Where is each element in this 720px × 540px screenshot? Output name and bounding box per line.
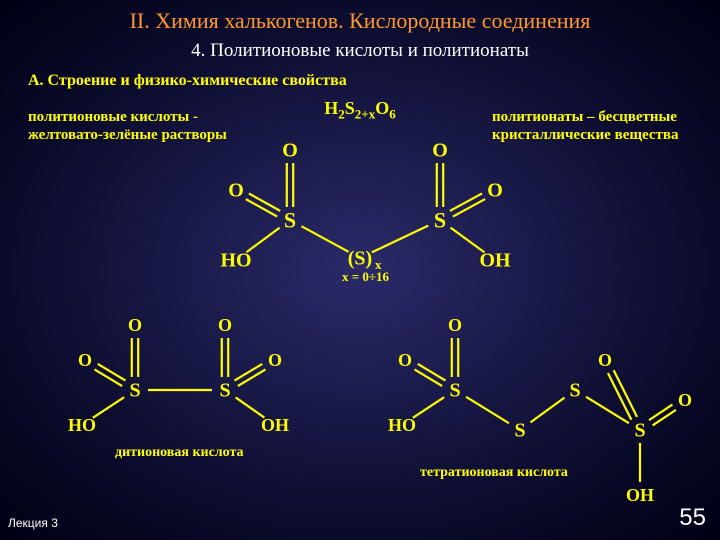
svg-text:OH: OH — [626, 485, 654, 505]
lecture-label: Лекция 3 — [8, 516, 58, 530]
svg-text:S: S — [569, 380, 580, 402]
svg-text:S: S — [449, 380, 460, 402]
svg-text:S: S — [219, 380, 230, 402]
svg-text:O: O — [398, 350, 412, 370]
svg-text:S: S — [129, 380, 140, 402]
svg-text:S: S — [514, 420, 525, 442]
svg-text:O: O — [128, 315, 142, 335]
page-number: 55 — [679, 504, 706, 532]
svg-text:O: O — [218, 315, 232, 335]
svg-text:HO: HO — [388, 415, 416, 435]
svg-text:O: O — [228, 180, 244, 202]
caption-tetrathionic: тетратионовая кислота — [420, 465, 568, 481]
svg-text:S: S — [284, 207, 296, 232]
svg-text:O: O — [432, 140, 448, 162]
svg-text:O: O — [282, 140, 298, 162]
svg-text:O: O — [487, 180, 503, 202]
caption-dithionic: дитионовая кислота — [115, 445, 244, 461]
structure-canvas: SS(S)xOOHOOOOHSSOOHOOOOHSSSSOOHOOOOH — [0, 0, 720, 540]
svg-text:HO: HO — [220, 250, 251, 272]
svg-text:x: x — [375, 257, 382, 272]
svg-text:O: O — [78, 350, 92, 370]
svg-text:O: O — [448, 315, 462, 335]
svg-text:O: O — [598, 350, 612, 370]
svg-text:S: S — [434, 207, 446, 232]
svg-text:OH: OH — [479, 250, 511, 272]
svg-text:HO: HO — [68, 415, 96, 435]
svg-text:O: O — [678, 390, 692, 410]
svg-text:O: O — [268, 350, 282, 370]
svg-text:S: S — [634, 420, 645, 442]
svg-text:(S): (S) — [348, 248, 372, 270]
svg-text:OH: OH — [261, 415, 289, 435]
